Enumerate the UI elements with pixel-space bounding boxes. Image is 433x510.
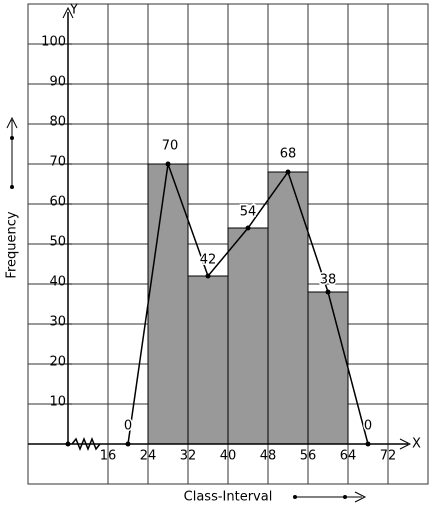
y-tick-label: 100 bbox=[41, 35, 66, 50]
data-label: 0 bbox=[364, 419, 372, 434]
scale-arrow-x bbox=[293, 491, 367, 503]
data-label: 70 bbox=[162, 139, 179, 154]
bars bbox=[147, 163, 349, 445]
data-label: 0 bbox=[124, 419, 132, 434]
scale-arrow-y bbox=[6, 116, 18, 189]
origin bbox=[65, 441, 71, 447]
x-tick-label: 72 bbox=[380, 449, 397, 464]
y-tick-label: 20 bbox=[49, 355, 66, 370]
y-tick-label: 60 bbox=[49, 195, 66, 210]
bar bbox=[187, 275, 229, 445]
x-axis-name: X bbox=[412, 437, 421, 452]
polygon-point bbox=[325, 289, 331, 295]
y-axis-label: Frequency bbox=[5, 211, 20, 278]
y-axis-name: Y bbox=[69, 3, 78, 18]
y-tick-label: 10 bbox=[49, 395, 66, 410]
x-axis-label: Class-Interval bbox=[184, 490, 273, 505]
polygon-point bbox=[205, 273, 211, 279]
y-tick-label: 40 bbox=[49, 275, 66, 290]
x-tick-label: 40 bbox=[220, 449, 237, 464]
polygon-point bbox=[245, 225, 251, 231]
x-arrow bbox=[399, 438, 412, 450]
y-tick-label: 80 bbox=[49, 115, 66, 130]
polygon-point bbox=[365, 441, 371, 447]
bar bbox=[147, 163, 189, 445]
y-tick-label: 70 bbox=[49, 155, 66, 170]
y-tick-label: 30 bbox=[49, 315, 66, 330]
y-tick-label: 90 bbox=[49, 75, 66, 90]
x-tick-label: 32 bbox=[180, 449, 197, 464]
x-tick-label: 16 bbox=[100, 449, 117, 464]
data-label: 42 bbox=[200, 253, 217, 268]
data-label: 68 bbox=[280, 147, 297, 162]
polygon-point bbox=[165, 161, 171, 167]
bar bbox=[307, 291, 349, 445]
x-tick-label: 48 bbox=[260, 449, 277, 464]
y-arrow bbox=[62, 6, 74, 19]
polygon-point bbox=[285, 169, 291, 175]
axis-break bbox=[71, 436, 101, 452]
bar bbox=[227, 227, 269, 445]
x-tick-label: 24 bbox=[140, 449, 157, 464]
data-label: 38 bbox=[320, 273, 337, 288]
x-tick-label: 56 bbox=[300, 449, 317, 464]
polygon-point bbox=[125, 441, 131, 447]
y-tick-label: 50 bbox=[49, 235, 66, 250]
x-tick-label: 64 bbox=[340, 449, 357, 464]
data-label: 54 bbox=[240, 205, 257, 220]
